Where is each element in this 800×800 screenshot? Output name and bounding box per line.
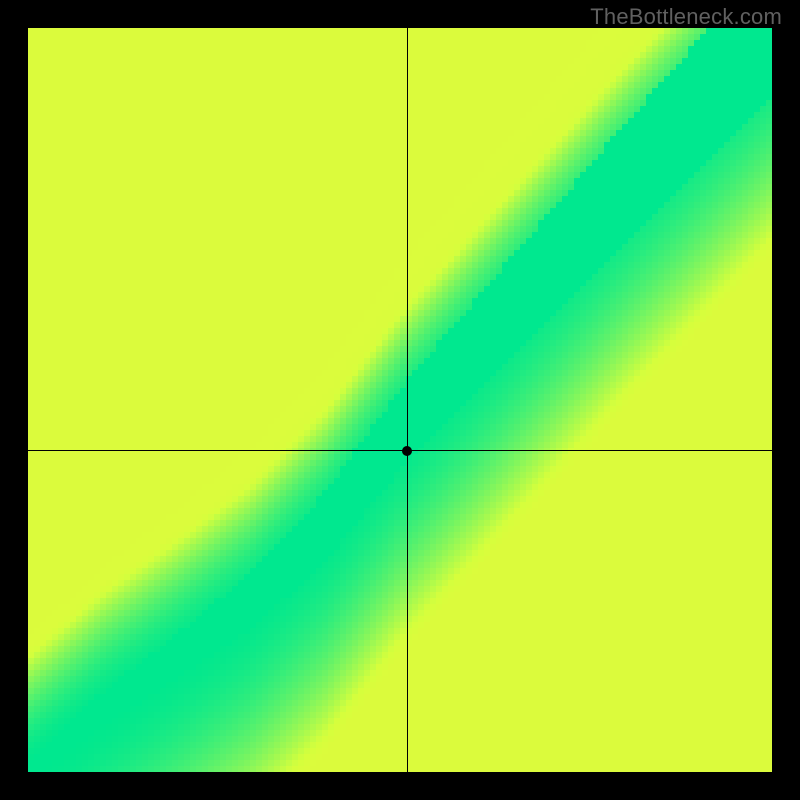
heatmap-canvas	[28, 28, 772, 772]
crosshair-horizontal	[28, 450, 772, 451]
watermark-text: TheBottleneck.com	[590, 4, 782, 30]
crosshair-marker	[402, 446, 412, 456]
chart-container: TheBottleneck.com	[0, 0, 800, 800]
crosshair-vertical	[407, 28, 408, 772]
